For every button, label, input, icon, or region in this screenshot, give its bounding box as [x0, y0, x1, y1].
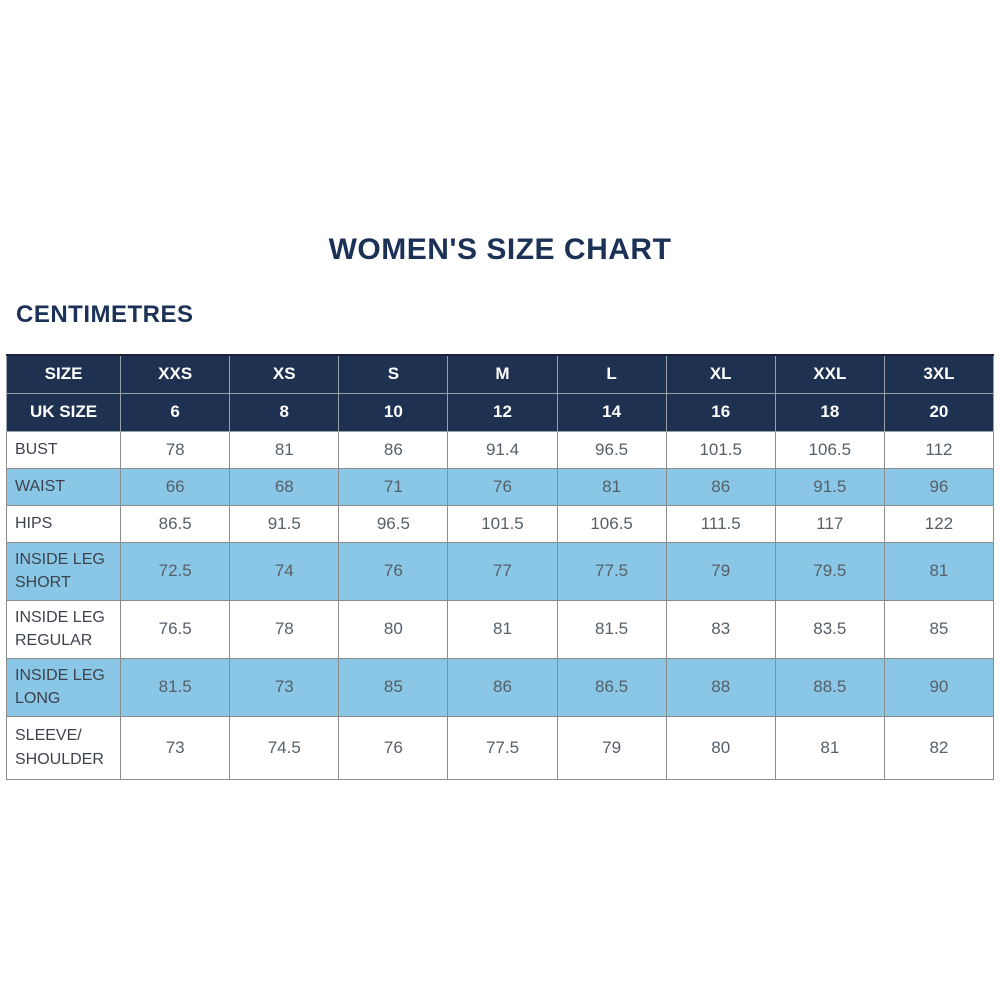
- measurement-value: 78: [120, 430, 231, 469]
- measurement-value: 86: [447, 657, 558, 717]
- header-cell: L: [556, 354, 667, 394]
- measurement-value: 112: [883, 430, 995, 469]
- measurement-value: 90: [883, 657, 995, 717]
- header-cell: S: [338, 354, 449, 394]
- header-row: SIZE XXS XS S M L XL XXL 3XL: [5, 354, 995, 394]
- measurement-value: 76: [447, 467, 558, 506]
- header-cell: 18: [774, 392, 885, 432]
- unit-label: CENTIMETRES: [16, 301, 194, 328]
- measurement-value: 72.5: [120, 541, 231, 601]
- header-cell: 6: [120, 392, 231, 432]
- header-cell: 8: [229, 392, 340, 432]
- header-row-label: SIZE: [5, 354, 122, 394]
- measurement-value: 96.5: [338, 504, 449, 543]
- header-cell: XL: [665, 354, 776, 394]
- header-cell: XXS: [120, 354, 231, 394]
- table-body: BUST 78 81 86 91.4 96.5 101.5 106.5 112 WAIST 66 68…: [5, 430, 995, 780]
- measurement-value: 81: [774, 715, 885, 780]
- measurement-value: 83: [665, 599, 776, 659]
- measurement-label: INSIDE LEG REGULAR: [5, 599, 122, 659]
- measurement-value: 76.5: [120, 599, 231, 659]
- header-cell: 10: [338, 392, 449, 432]
- measurement-value: 71: [338, 467, 449, 506]
- header-row-label: UK SIZE: [5, 392, 122, 432]
- measurement-value: 85: [883, 599, 995, 659]
- header-cell: XS: [229, 354, 340, 394]
- measurement-row: WAIST 66 68 71 76 81 86 91.5 96: [5, 467, 995, 506]
- measurement-value: 117: [774, 504, 885, 543]
- measurement-row: HIPS 86.5 91.5 96.5 101.5 106.5 111.5 117 122: [5, 504, 995, 543]
- measurement-value: 81: [883, 541, 995, 601]
- measurement-label: BUST: [5, 430, 122, 469]
- measurement-value: 88.5: [774, 657, 885, 717]
- size-chart-table: SIZE XXS XS S M L XL XXL 3XL UK SIZE 6 8 10 12 14 16 18 2…: [5, 354, 995, 780]
- measurement-value: 81: [447, 599, 558, 659]
- header-cell: 16: [665, 392, 776, 432]
- measurement-value: 81.5: [120, 657, 231, 717]
- page-title: WOMEN'S SIZE CHART: [328, 233, 672, 266]
- header-cell: 3XL: [883, 354, 995, 394]
- measurement-value: 88: [665, 657, 776, 717]
- measurement-row: INSIDE LEG LONG 81.5 73 85 86 86.5 88 88.5 90: [5, 657, 995, 717]
- measurement-value: 101.5: [665, 430, 776, 469]
- measurement-row: SLEEVE/ SHOULDER 73 74.5 76 77.5 79 80 81 82: [5, 715, 995, 780]
- header-cell: XXL: [774, 354, 885, 394]
- measurement-value: 81: [229, 430, 340, 469]
- measurement-value: 76: [338, 541, 449, 601]
- measurement-row: INSIDE LEG SHORT 72.5 74 76 77 77.5 79 79.5 81: [5, 541, 995, 601]
- measurement-row: INSIDE LEG REGULAR 76.5 78 80 81 81.5 83 83.5 85: [5, 599, 995, 659]
- measurement-value: 101.5: [447, 504, 558, 543]
- measurement-value: 96: [883, 467, 995, 506]
- measurement-value: 82: [883, 715, 995, 780]
- measurement-value: 96.5: [556, 430, 667, 469]
- measurement-value: 86: [338, 430, 449, 469]
- measurement-value: 122: [883, 504, 995, 543]
- measurement-label: INSIDE LEG LONG: [5, 657, 122, 717]
- measurement-value: 79: [665, 541, 776, 601]
- measurement-value: 77.5: [447, 715, 558, 780]
- header-row: UK SIZE 6 8 10 12 14 16 18 20: [5, 392, 995, 432]
- measurement-label: WAIST: [5, 467, 122, 506]
- table-header: SIZE XXS XS S M L XL XXL 3XL UK SIZE 6 8 10 12 14 16 18 2…: [5, 354, 995, 432]
- measurement-value: 77: [447, 541, 558, 601]
- measurement-value: 74: [229, 541, 340, 601]
- measurement-label: INSIDE LEG SHORT: [5, 541, 122, 601]
- measurement-value: 73: [229, 657, 340, 717]
- header-cell: 20: [883, 392, 995, 432]
- measurement-value: 86: [665, 467, 776, 506]
- measurement-value: 83.5: [774, 599, 885, 659]
- header-cell: 14: [556, 392, 667, 432]
- measurement-value: 80: [665, 715, 776, 780]
- header-cell: 12: [447, 392, 558, 432]
- measurement-value: 73: [120, 715, 231, 780]
- measurement-value: 79.5: [774, 541, 885, 601]
- measurement-value: 91.5: [774, 467, 885, 506]
- measurement-value: 106.5: [556, 504, 667, 543]
- measurement-row: BUST 78 81 86 91.4 96.5 101.5 106.5 112: [5, 430, 995, 469]
- measurement-value: 81: [556, 467, 667, 506]
- measurement-value: 80: [338, 599, 449, 659]
- measurement-value: 91.4: [447, 430, 558, 469]
- measurement-value: 81.5: [556, 599, 667, 659]
- header-cell: M: [447, 354, 558, 394]
- measurement-value: 68: [229, 467, 340, 506]
- measurement-value: 78: [229, 599, 340, 659]
- measurement-value: 79: [556, 715, 667, 780]
- measurement-value: 91.5: [229, 504, 340, 543]
- measurement-value: 77.5: [556, 541, 667, 601]
- measurement-value: 111.5: [665, 504, 776, 543]
- measurement-value: 86.5: [120, 504, 231, 543]
- measurement-value: 76: [338, 715, 449, 780]
- measurement-value: 106.5: [774, 430, 885, 469]
- measurement-label: HIPS: [5, 504, 122, 543]
- measurement-value: 74.5: [229, 715, 340, 780]
- measurement-value: 86.5: [556, 657, 667, 717]
- measurement-value: 85: [338, 657, 449, 717]
- measurement-label: SLEEVE/ SHOULDER: [5, 715, 122, 780]
- measurement-value: 66: [120, 467, 231, 506]
